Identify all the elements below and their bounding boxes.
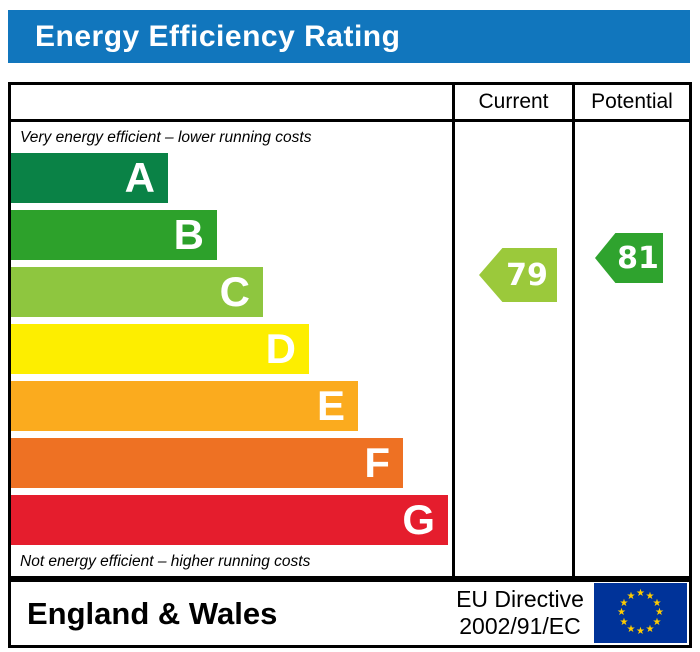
page-title: Energy Efficiency Rating [35, 19, 401, 53]
current-column-divider [452, 122, 455, 576]
band-row-a: A [11, 153, 168, 203]
potential-column-divider [572, 122, 575, 576]
bottom-caption: Not energy efficient – higher running co… [20, 553, 311, 570]
band-row-b: B [11, 210, 217, 260]
rating-chart-body: Very energy efficient – lower running co… [11, 122, 689, 576]
eu-directive-line2: 2002/91/EC [459, 613, 581, 639]
potential-rating-arrow: 81 [595, 233, 663, 283]
band-letter-d: D [265, 325, 296, 372]
band-letter-g: G [402, 496, 435, 543]
band-row-c: C [11, 267, 263, 317]
top-caption: Very energy efficient – lower running co… [20, 129, 312, 146]
table-header-row: Current Potential [11, 85, 689, 122]
band-letter-a: A [124, 154, 155, 201]
band-row-f: F [11, 438, 403, 488]
header-spacer [11, 85, 452, 119]
eu-directive-line1: EU Directive [456, 586, 584, 612]
title-bar: Energy Efficiency Rating [8, 10, 690, 63]
column-header-current: Current [452, 85, 572, 119]
band-row-d: D [11, 324, 309, 374]
current-rating-arrow: 79 [479, 248, 557, 302]
eu-flag-icon [594, 583, 687, 643]
band-letter-b: B [173, 211, 204, 258]
band-row-e: E [11, 381, 358, 431]
footer: England & Wales EU Directive 2002/91/EC [8, 579, 692, 648]
column-header-potential: Potential [572, 85, 689, 119]
eu-directive-label: EU Directive 2002/91/EC [447, 586, 593, 640]
rating-table: Current Potential Very energy efficient … [8, 82, 692, 579]
band-letter-f: F [364, 439, 390, 486]
band-letter-e: E [316, 382, 345, 429]
band-row-g: G [11, 495, 448, 545]
band-letter-c: C [219, 268, 250, 315]
potential-rating-value: 81 [617, 240, 659, 276]
current-rating-value: 79 [506, 257, 548, 293]
region-label: England & Wales [27, 596, 278, 631]
